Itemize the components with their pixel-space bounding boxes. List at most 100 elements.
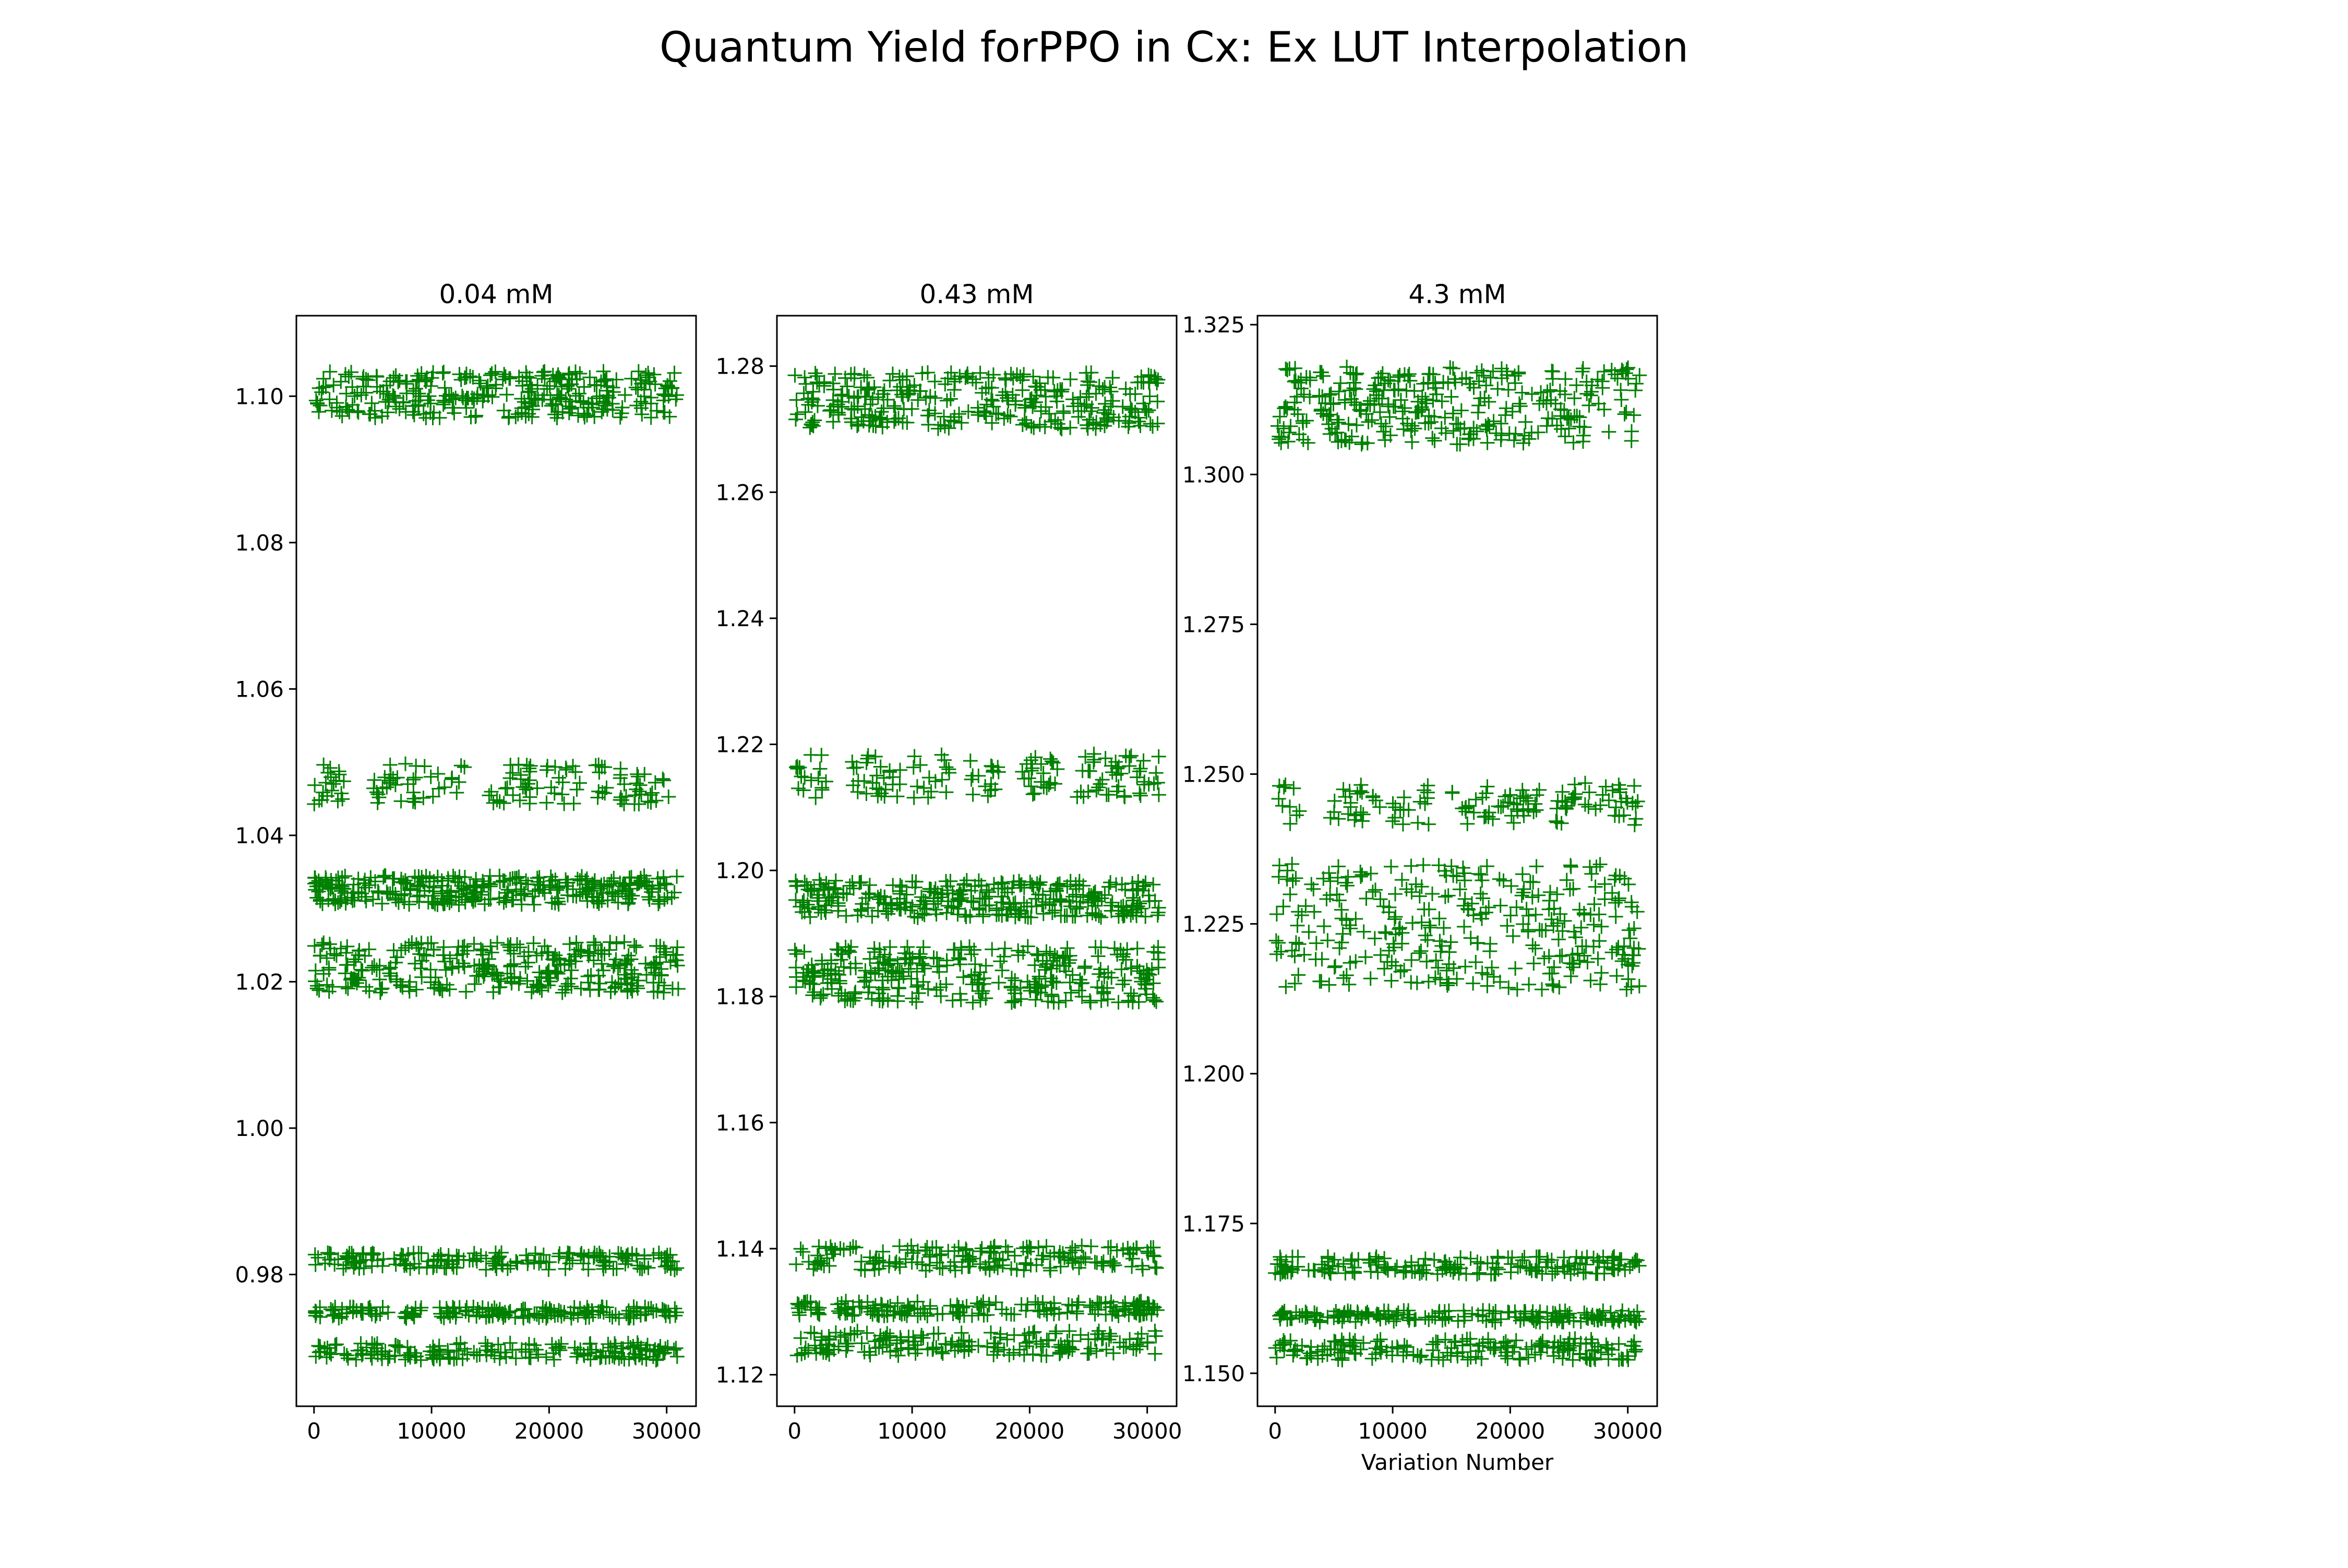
data-point (666, 1342, 681, 1357)
data-point (873, 759, 888, 774)
data-point (995, 388, 1010, 403)
panel-title: 0.43 mM (919, 279, 1034, 309)
data-point (1410, 815, 1425, 830)
y-tick-label: 1.24 (715, 606, 764, 631)
data-point (322, 392, 337, 407)
data-point (475, 964, 490, 979)
data-point (573, 1248, 588, 1263)
data-point (1339, 968, 1354, 983)
y-tick-label: 1.06 (235, 676, 284, 702)
data-point (424, 894, 439, 909)
y-tick-label: 1.28 (715, 354, 764, 379)
data-point (907, 909, 922, 924)
data-point (1141, 403, 1156, 418)
data-point (1377, 961, 1392, 976)
data-point (1387, 1263, 1403, 1278)
data-point (1480, 435, 1495, 450)
data-point (789, 759, 805, 774)
data-point (1034, 774, 1049, 789)
data-point (386, 370, 401, 386)
data-point (668, 1308, 683, 1323)
data-point (1050, 762, 1065, 776)
data-point (322, 364, 338, 379)
data-point (334, 879, 350, 894)
data-point (882, 763, 897, 778)
data-point (639, 1307, 654, 1322)
data-point (513, 772, 529, 787)
data-point (656, 773, 672, 788)
data-point (562, 937, 577, 952)
data-point (1062, 975, 1077, 990)
data-point (316, 785, 331, 800)
data-point (592, 982, 607, 997)
data-point (1609, 968, 1624, 984)
data-point (1070, 396, 1085, 411)
data-point (858, 389, 873, 404)
data-point (648, 775, 663, 790)
y-tick-label: 1.200 (1182, 1061, 1245, 1087)
data-point (1128, 404, 1143, 420)
data-point (1309, 936, 1324, 951)
data-point (380, 1305, 396, 1320)
data-point (564, 377, 579, 392)
data-point (544, 1337, 559, 1352)
data-point (490, 968, 505, 983)
data-point (1429, 1334, 1443, 1349)
data-point (402, 881, 417, 896)
data-point (1440, 978, 1455, 993)
data-point (1515, 867, 1530, 882)
data-point (1149, 994, 1164, 1009)
data-point (475, 387, 490, 402)
data-point (1492, 871, 1507, 887)
data-point (1008, 397, 1023, 412)
data-point (331, 764, 346, 779)
data-point (847, 402, 862, 417)
data-point (578, 873, 593, 888)
data-point (371, 885, 386, 900)
data-point (1422, 918, 1437, 933)
data-point (326, 776, 341, 792)
data-point (1072, 983, 1086, 998)
data-point (1404, 975, 1419, 990)
data-point (378, 868, 393, 883)
data-point (475, 1300, 490, 1315)
data-point (1005, 370, 1021, 386)
x-axis-label: Variation Number (1361, 1450, 1554, 1475)
data-point (566, 759, 580, 774)
data-point (412, 947, 427, 962)
data-point (622, 878, 638, 893)
data-point (809, 368, 824, 384)
data-point (1421, 974, 1436, 989)
data-point (547, 759, 562, 774)
data-point (656, 405, 671, 420)
data-point (804, 747, 818, 762)
data-point (1624, 424, 1639, 439)
data-point (1349, 366, 1364, 381)
data-point (408, 956, 423, 971)
data-point (396, 394, 411, 410)
data-point (434, 886, 449, 901)
data-point (624, 371, 639, 386)
x-tick-label: 20000 (514, 1418, 584, 1444)
data-point (1623, 931, 1638, 946)
data-point (1404, 858, 1419, 873)
data-point (388, 1257, 403, 1272)
data-point (1543, 382, 1558, 398)
data-point (615, 793, 629, 808)
data-point (551, 894, 566, 909)
data-point (945, 885, 960, 901)
data-point (918, 390, 933, 405)
data-point (369, 962, 384, 977)
data-point (492, 1249, 507, 1264)
data-point (956, 969, 971, 985)
data-point (828, 366, 843, 381)
data-point (1315, 389, 1330, 404)
data-point (1405, 435, 1420, 450)
data-point (626, 1303, 641, 1319)
data-point (641, 890, 656, 904)
data-point (531, 1347, 546, 1362)
data-point (1014, 877, 1029, 892)
data-point (367, 772, 382, 787)
data-point (1498, 408, 1513, 423)
data-point (1508, 961, 1523, 976)
